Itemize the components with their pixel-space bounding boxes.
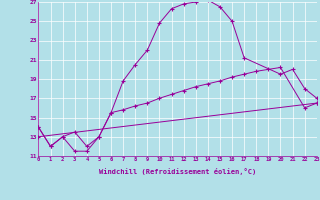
X-axis label: Windchill (Refroidissement éolien,°C): Windchill (Refroidissement éolien,°C) bbox=[99, 168, 256, 175]
